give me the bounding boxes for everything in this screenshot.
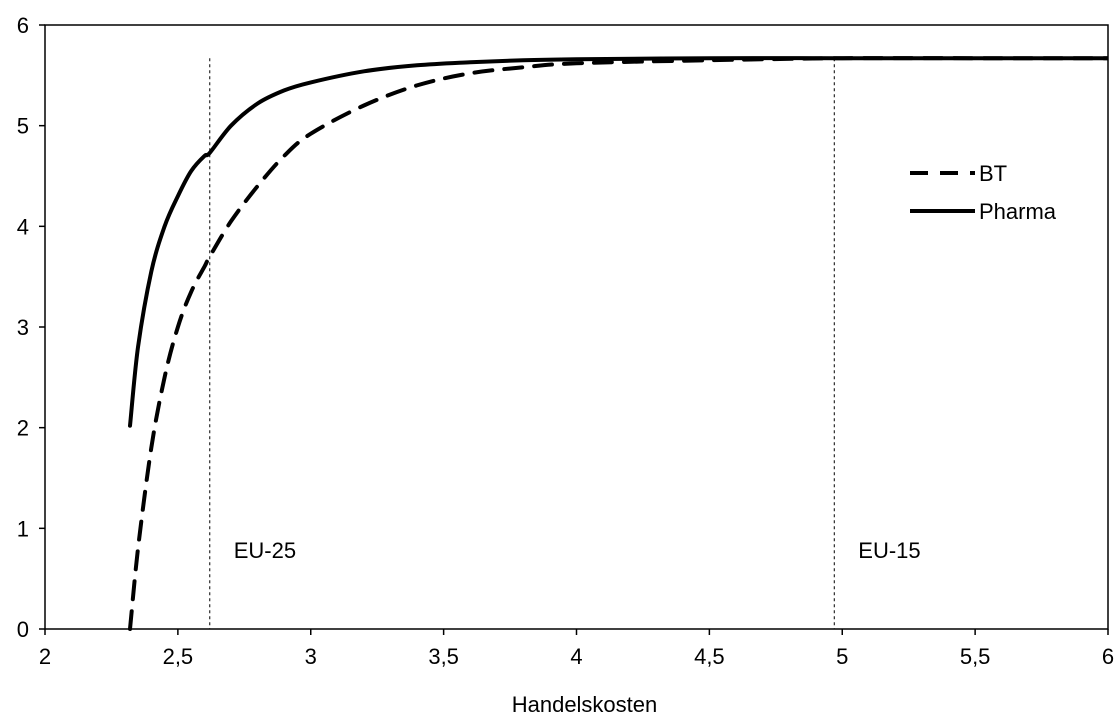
- series-group: [128, 56, 1108, 631]
- x-tick-label: 5,5: [960, 644, 991, 669]
- legend-label: Pharma: [979, 199, 1057, 224]
- series-line-pharma: [128, 56, 1108, 428]
- x-tick-label: 5: [836, 644, 848, 669]
- y-tick-label: 0: [17, 617, 29, 642]
- y-tick-label: 2: [17, 416, 29, 441]
- plot-area: [44, 24, 1109, 630]
- y-tick-label: 4: [17, 214, 29, 239]
- x-tick-label: 3: [305, 644, 317, 669]
- annotation-lines: EU-25 EU-15: [209, 58, 921, 629]
- axes: 2 2,5 3 3,5 4 4,5 5 5,5 6 0 1 2 3 4 5 6: [17, 13, 1114, 669]
- x-tick-label: 6: [1102, 644, 1114, 669]
- y-tick-label: 3: [17, 315, 29, 340]
- x-tick-label: 4: [570, 644, 582, 669]
- annotation-label: EU-25: [234, 538, 296, 563]
- y-tick-label: 5: [17, 114, 29, 139]
- x-axis-title: Handelskosten: [512, 692, 658, 717]
- y-tick-label: 6: [17, 13, 29, 38]
- plot-frame: [44, 24, 1109, 630]
- legend: BT Pharma: [910, 161, 1057, 224]
- annotation-label: EU-15: [858, 538, 920, 563]
- x-tick-label: 2: [39, 644, 51, 669]
- x-tick-label: 2,5: [163, 644, 194, 669]
- y-tick-label: 1: [17, 516, 29, 541]
- x-tick-label: 3,5: [428, 644, 459, 669]
- legend-label: BT: [979, 161, 1007, 186]
- x-tick-label: 4,5: [694, 644, 725, 669]
